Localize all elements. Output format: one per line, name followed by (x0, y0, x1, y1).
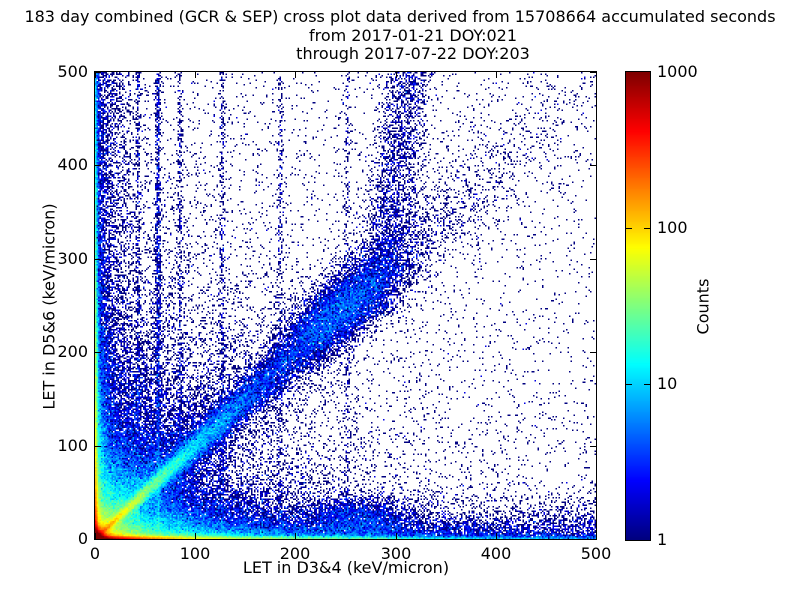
x-axis-label: LET in D3&4 (keV/micron) (242, 558, 450, 577)
y-tick-label: 0 (77, 529, 88, 548)
colorbar-tick-label: 100 (657, 218, 688, 237)
x-tick-mark (396, 533, 397, 539)
x-tick-mark-top (95, 72, 96, 78)
y-tick-label: 200 (57, 342, 88, 361)
y-tick-mark (95, 539, 101, 540)
plot-area (94, 71, 597, 540)
y-tick-label: 400 (57, 155, 88, 174)
x-tick-mark (195, 533, 196, 539)
colorbar (625, 71, 651, 541)
x-tick-label: 0 (89, 544, 101, 563)
colorbar-tick-mark-left (626, 228, 632, 229)
colorbar-gradient-canvas (626, 72, 650, 540)
colorbar-tick-mark (644, 228, 650, 229)
density-scatter-canvas (95, 72, 596, 539)
colorbar-tick-label: 1000 (657, 62, 698, 81)
x-tick-mark (95, 533, 96, 539)
y-tick-mark-right (590, 165, 596, 166)
colorbar-label: Counts (693, 278, 713, 335)
x-tick-label: 200 (279, 544, 311, 563)
x-tick-label: 300 (380, 544, 412, 563)
chart-subtitle-through: through 2017-07-22 DOY:203 (296, 44, 530, 63)
x-tick-mark (496, 533, 497, 539)
y-tick-mark (95, 72, 101, 73)
x-tick-mark-top (295, 72, 296, 78)
x-tick-mark-top (396, 72, 397, 78)
x-tick-mark-top (496, 72, 497, 78)
chart-subtitle-from: from 2017-01-21 DOY:021 (308, 26, 517, 45)
y-tick-mark-right (590, 352, 596, 353)
y-tick-mark-right (590, 446, 596, 447)
x-tick-mark-top (195, 72, 196, 78)
y-tick-mark-right (590, 259, 596, 260)
x-tick-mark (295, 533, 296, 539)
y-tick-mark-right (590, 72, 596, 73)
y-axis-label: LET in D5&6 (keV/micron) (39, 203, 59, 410)
y-tick-label: 300 (57, 249, 88, 268)
colorbar-tick-label: 1 (657, 530, 668, 549)
y-tick-mark (95, 165, 101, 166)
x-tick-mark (596, 533, 597, 539)
y-tick-mark-right (590, 539, 596, 540)
y-tick-mark (95, 446, 101, 447)
x-tick-label: 500 (580, 544, 612, 563)
y-tick-label: 100 (57, 436, 88, 455)
y-tick-label: 500 (57, 62, 88, 81)
x-tick-label: 400 (480, 544, 512, 563)
colorbar-tick-label: 10 (657, 374, 678, 393)
x-tick-mark-top (596, 72, 597, 78)
chart-title: 183 day combined (GCR & SEP) cross plot … (24, 7, 776, 26)
x-tick-label: 100 (179, 544, 211, 563)
y-tick-mark (95, 352, 101, 353)
y-tick-mark (95, 259, 101, 260)
colorbar-tick-mark-left (626, 384, 632, 385)
colorbar-tick-mark (644, 384, 650, 385)
